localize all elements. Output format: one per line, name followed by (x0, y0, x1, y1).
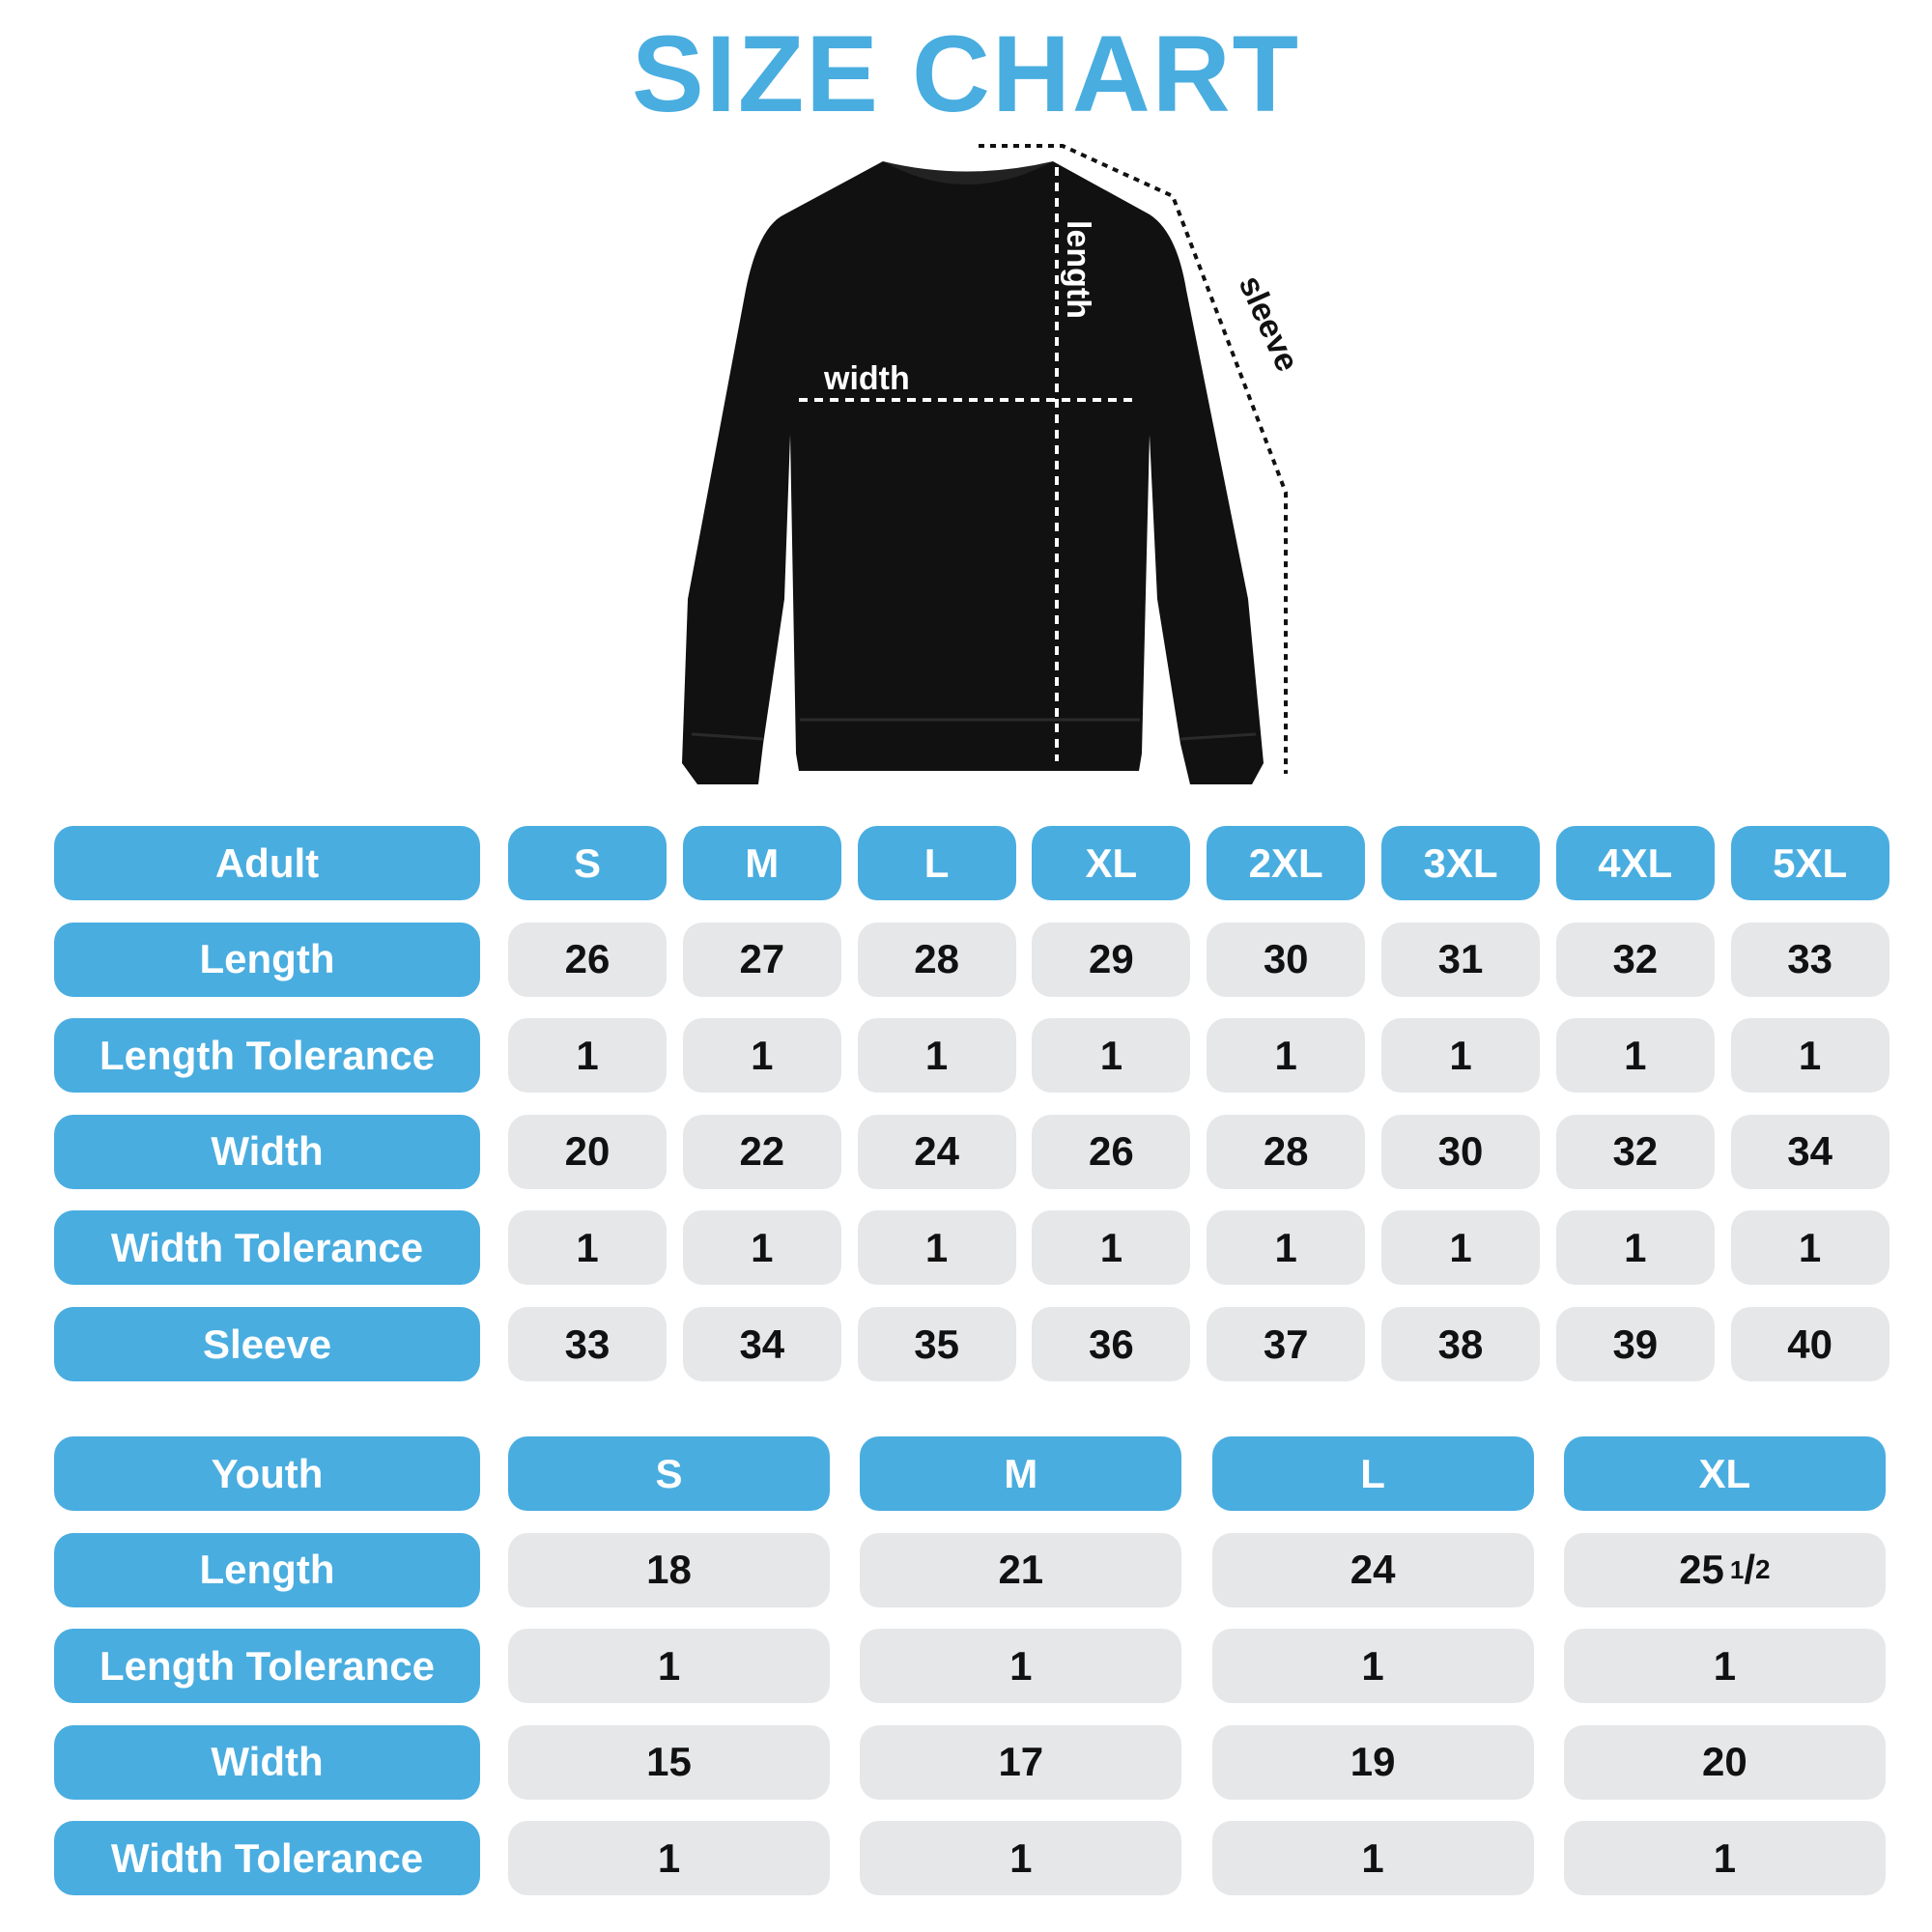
table-cell: 1 (857, 1018, 1016, 1094)
table-cell: 1 (860, 1821, 1182, 1896)
row-label-length-tolerance: Length Tolerance (54, 1018, 480, 1094)
table-cell: 1 (1555, 1018, 1715, 1094)
size-header-xl: XL (1032, 826, 1191, 900)
length-label: length (1060, 220, 1096, 319)
table-cell: 29 (1032, 922, 1191, 997)
row-label-sleeve: Sleeve (54, 1307, 480, 1381)
sleeve-dotted-line (979, 144, 1288, 774)
sleeve-label: sleeve (1232, 270, 1306, 377)
table-cell: 38 (1381, 1307, 1540, 1381)
table-cell: 35 (857, 1307, 1016, 1381)
table-cell: 17 (860, 1724, 1182, 1800)
table-cell: 1 (1555, 1210, 1715, 1286)
table-cell: 24 (1211, 1532, 1534, 1607)
table-cell: 37 (1207, 1307, 1366, 1381)
table-cell: 30 (1207, 922, 1366, 997)
size-header-2xl: 2XL (1207, 826, 1366, 900)
table-cell: 18 (508, 1532, 830, 1607)
table-cell: 27 (682, 922, 841, 997)
row-label-width-tolerance: Width Tolerance (54, 1821, 480, 1896)
width-label: width (823, 360, 910, 397)
table-cell: 40 (1730, 1307, 1889, 1381)
table-cell: 1 (508, 1629, 830, 1704)
table-cell: 26 (1032, 1114, 1191, 1189)
row-label-length: Length (54, 922, 480, 997)
table-cell: 31 (1381, 922, 1540, 997)
table-cell: 21 (860, 1532, 1182, 1607)
table-cell: 26 (508, 922, 667, 997)
sweatshirt-diagram: width length sleeve (682, 144, 1306, 784)
table-cell: 1 (682, 1018, 841, 1094)
table-cell: 1 (682, 1210, 841, 1286)
table-cell: 25 1/2 (1563, 1532, 1886, 1607)
cuff-rib-right (1179, 732, 1257, 741)
table-cell: 1 (860, 1629, 1182, 1704)
row-label-width: Width (54, 1114, 480, 1189)
size-header-xl: XL (1563, 1436, 1886, 1511)
table-cell: 1 (1207, 1210, 1366, 1286)
cuff-rib-left (691, 732, 764, 741)
row-label-width: Width (54, 1724, 480, 1800)
table-cell: 30 (1381, 1114, 1540, 1189)
size-header-s: S (508, 826, 667, 900)
table-header-label: Adult (54, 826, 480, 900)
size-header-3xl: 3XL (1381, 826, 1540, 900)
sweatshirt-image (682, 161, 1264, 784)
page-title: SIZE CHART (632, 14, 1300, 134)
size-header-4xl: 4XL (1555, 826, 1715, 900)
table-cell: 1 (1730, 1210, 1889, 1286)
collar-rib (883, 161, 1053, 185)
table-cell: 1 (508, 1821, 830, 1896)
row-label-length: Length (54, 1532, 480, 1607)
table-cell: 1 (1381, 1210, 1540, 1286)
table-cell: 1 (1563, 1629, 1886, 1704)
table-cell: 1 (1211, 1629, 1534, 1704)
size-header-s: S (508, 1436, 830, 1511)
table-cell: 1 (508, 1210, 667, 1286)
table-cell: 36 (1032, 1307, 1191, 1381)
size-header-l: L (857, 826, 1016, 900)
table-cell: 28 (1207, 1114, 1366, 1189)
table-cell: 20 (508, 1114, 667, 1189)
table-cell: 1 (508, 1018, 667, 1094)
table-cell: 1 (1032, 1210, 1191, 1286)
table-header-label: Youth (54, 1436, 480, 1511)
table-cell: 33 (1730, 922, 1889, 997)
table-cell: 28 (857, 922, 1016, 997)
row-label-length-tolerance: Length Tolerance (54, 1629, 480, 1704)
table-cell: 1 (1381, 1018, 1540, 1094)
table-cell: 1 (1730, 1018, 1889, 1094)
table-cell: 1 (1211, 1821, 1534, 1896)
table-cell: 24 (857, 1114, 1016, 1189)
size-header-m: M (860, 1436, 1182, 1511)
size-header-l: L (1211, 1436, 1534, 1511)
table-cell: 20 (1563, 1724, 1886, 1800)
table-cell: 34 (1730, 1114, 1889, 1189)
table-cell: 34 (682, 1307, 841, 1381)
table-cell: 32 (1555, 1114, 1715, 1189)
table-cell: 39 (1555, 1307, 1715, 1381)
table-cell: 15 (508, 1724, 830, 1800)
table-cell: 1 (857, 1210, 1016, 1286)
row-label-width-tolerance: Width Tolerance (54, 1210, 480, 1286)
table-cell: 19 (1211, 1724, 1534, 1800)
size-header-m: M (682, 826, 841, 900)
table-cell: 1 (1207, 1018, 1366, 1094)
table-cell: 1 (1563, 1821, 1886, 1896)
table-cell: 22 (682, 1114, 841, 1189)
table-cell: 1 (1032, 1018, 1191, 1094)
table-cell: 33 (508, 1307, 667, 1381)
size-header-5xl: 5XL (1730, 826, 1889, 900)
table-cell: 32 (1555, 922, 1715, 997)
